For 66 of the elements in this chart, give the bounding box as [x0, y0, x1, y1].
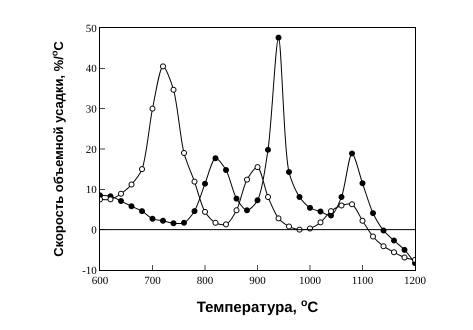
point: [391, 238, 397, 244]
x-tick-label: 1200: [404, 275, 426, 288]
point: [118, 190, 124, 197]
x-tick-label: 600: [92, 275, 109, 288]
x-tick-label: 900: [249, 275, 266, 288]
point: [128, 203, 134, 210]
point: [212, 155, 218, 162]
x-axis-title: Температура, $^{o}$C: [196, 296, 318, 316]
point: [307, 204, 313, 211]
point: [212, 220, 218, 226]
point: [265, 194, 271, 200]
point: [254, 164, 260, 170]
point: [370, 234, 376, 240]
point: [318, 208, 324, 215]
point: [181, 150, 187, 156]
point: [254, 197, 260, 204]
point: [234, 196, 240, 202]
point: [276, 34, 282, 41]
y-tick-label: 20: [86, 144, 98, 156]
point: [244, 207, 250, 214]
x-tick-label: 1000: [299, 275, 322, 288]
point: [276, 215, 282, 222]
point: [150, 106, 156, 112]
point: [286, 223, 292, 230]
point: [318, 219, 324, 226]
point: [391, 249, 397, 256]
point: [265, 146, 271, 153]
point: [192, 208, 198, 214]
y-tick-label: 30: [86, 104, 98, 116]
point: [139, 166, 145, 172]
point: [286, 168, 292, 175]
point: [338, 194, 344, 200]
point: [360, 218, 366, 224]
point: [296, 194, 302, 200]
y-tick-label: -10: [82, 264, 98, 277]
point: [402, 246, 408, 253]
y-tick-label: 10: [86, 184, 98, 196]
x-tick-label: 700: [144, 275, 162, 288]
point: [118, 198, 124, 204]
y-tick-label: 40: [86, 63, 98, 76]
point: [192, 178, 198, 185]
point: [223, 166, 229, 173]
point: [349, 150, 355, 156]
x-tick-label: 1100: [352, 275, 374, 288]
point: [402, 254, 408, 260]
point: [202, 208, 208, 215]
y-tick-label: 0: [91, 224, 98, 237]
point: [370, 210, 376, 216]
point: [360, 180, 366, 186]
point: [160, 218, 166, 224]
point: [160, 63, 166, 70]
point: [338, 202, 344, 208]
point: [349, 201, 355, 208]
y-tick-label: 50: [86, 22, 98, 35]
point: [181, 220, 187, 226]
point: [170, 220, 176, 226]
point: [223, 221, 229, 228]
point: [150, 216, 156, 222]
point: [244, 176, 250, 183]
point: [202, 180, 208, 187]
point: [170, 86, 176, 93]
point: [380, 243, 386, 250]
point: [234, 207, 240, 214]
point: [128, 181, 134, 188]
point: [139, 208, 145, 214]
x-tick-label: 800: [196, 275, 214, 288]
